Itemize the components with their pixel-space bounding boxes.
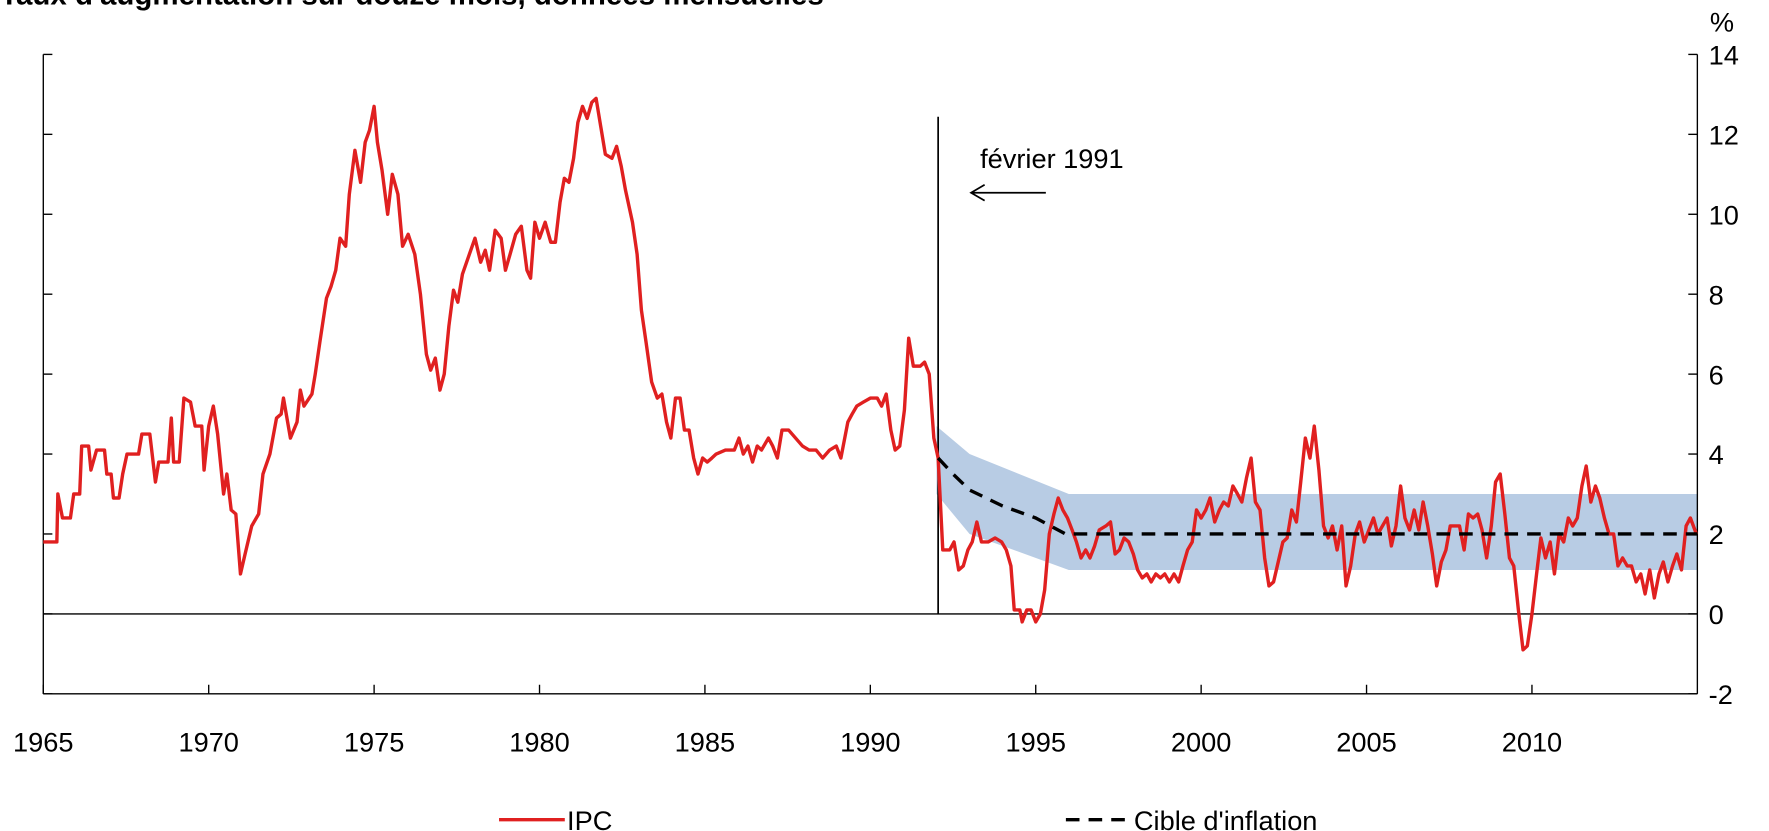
x-tick-label: 1980 xyxy=(509,727,569,758)
y-tick-label: 8 xyxy=(1709,279,1724,310)
legend-label: Cible d'inflation xyxy=(1134,805,1318,831)
y-tick-label: 4 xyxy=(1709,439,1724,470)
x-tick-label: 2000 xyxy=(1171,727,1231,758)
x-tick-label: 1990 xyxy=(840,727,900,758)
x-tick-label: 2005 xyxy=(1336,727,1396,758)
chart-title: Taux d'augmentation sur douze mois, donn… xyxy=(0,0,824,12)
legend-label: IPC xyxy=(567,805,612,831)
y-unit: % xyxy=(1710,7,1734,38)
y-tick-label: 0 xyxy=(1709,599,1724,630)
x-tick-label: 1965 xyxy=(13,727,73,758)
y-tick-label: 2 xyxy=(1709,519,1724,550)
x-tick-label: 2010 xyxy=(1502,727,1562,758)
x-tick-label: 1985 xyxy=(675,727,735,758)
y-tick-label: 6 xyxy=(1709,359,1724,390)
annotation-arrow xyxy=(969,184,1046,202)
cpi-line xyxy=(43,96,1698,652)
x-tick-label: 1975 xyxy=(344,727,404,758)
y-tick-label: 10 xyxy=(1709,199,1739,230)
annotation-label: février 1991 xyxy=(980,143,1124,174)
x-tick-label: 1995 xyxy=(1005,727,1065,758)
y-tick-label: -2 xyxy=(1709,679,1733,710)
y-tick-label: 14 xyxy=(1709,40,1739,71)
x-tick-label: 1970 xyxy=(178,727,238,758)
y-tick-label: 12 xyxy=(1709,120,1739,151)
target-line xyxy=(936,456,1698,536)
